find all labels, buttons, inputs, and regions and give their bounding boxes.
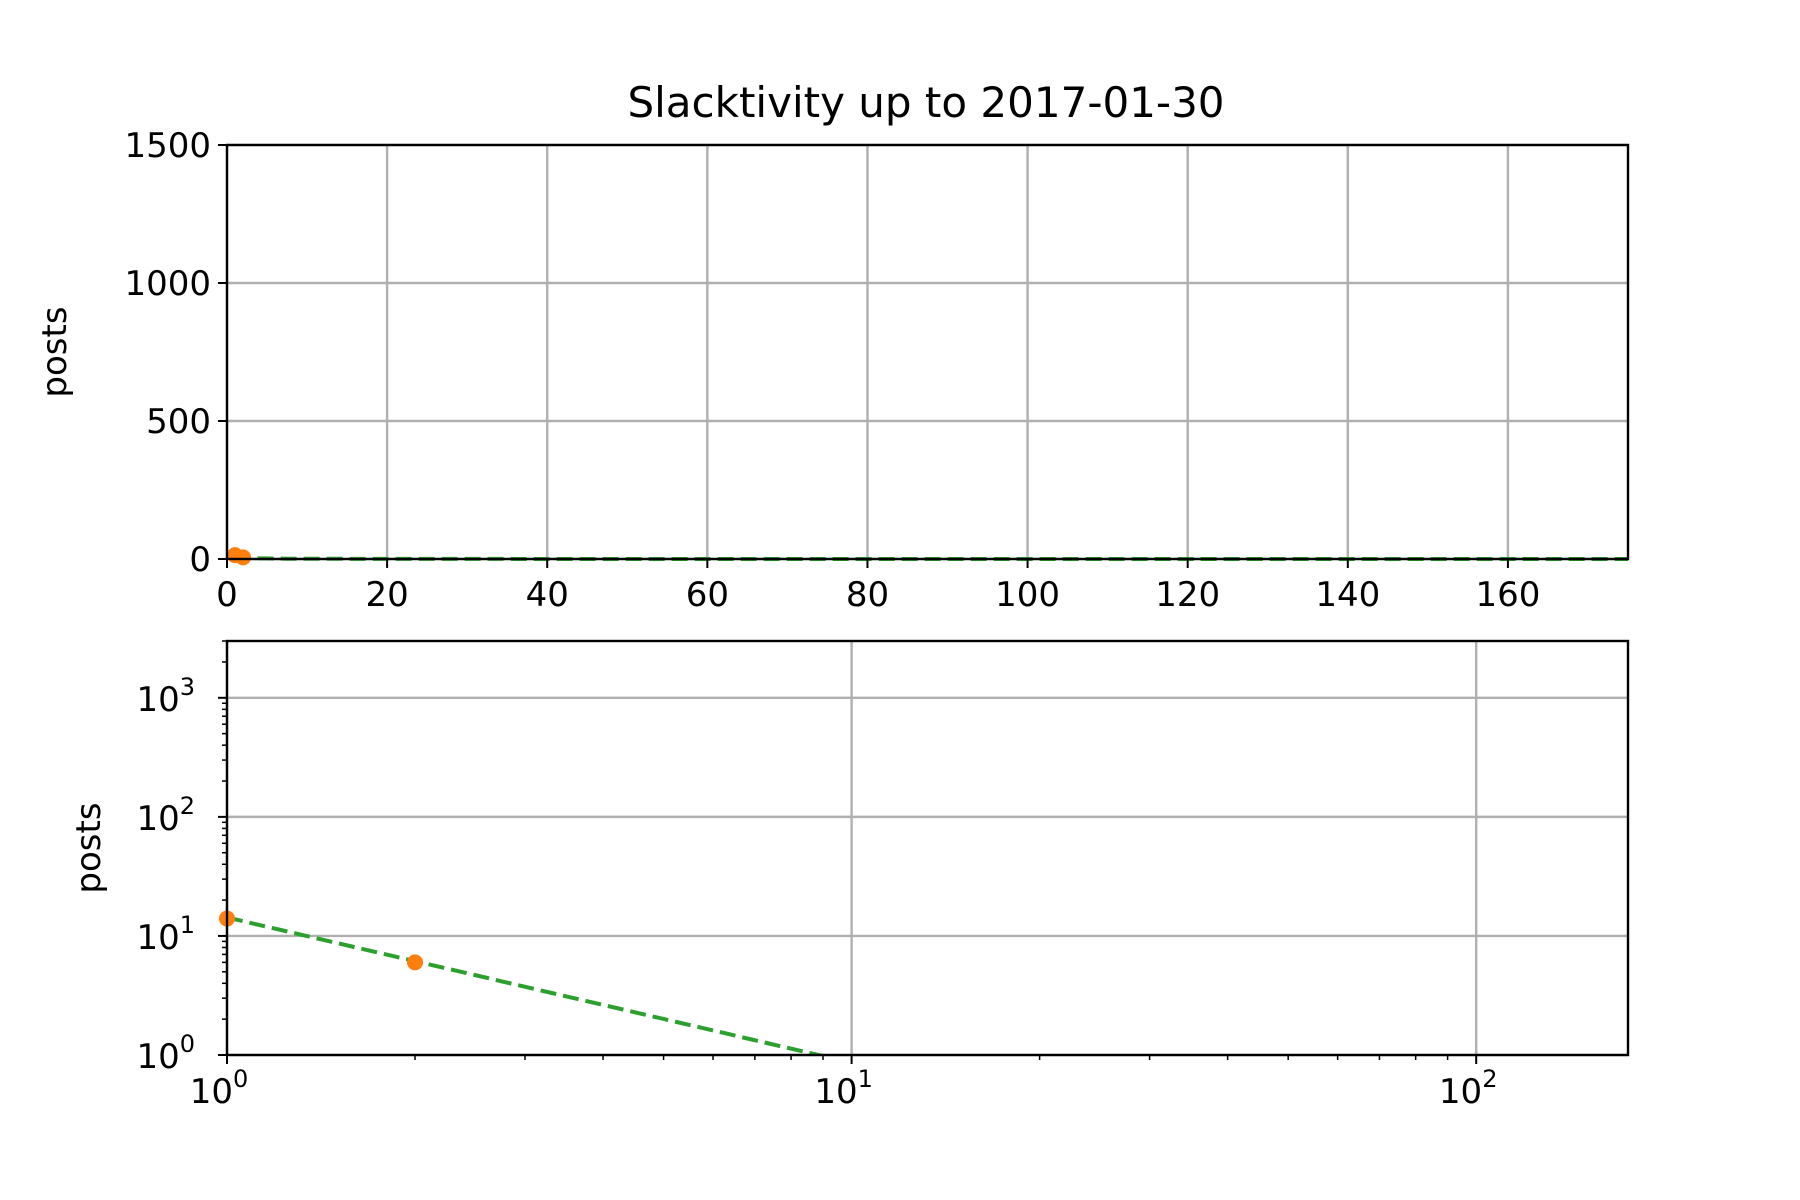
y-tick-label: 102 [136, 792, 195, 839]
x-tick-label: 100 [190, 1065, 249, 1112]
chart-title: Slacktivity up to 2017-01-30 [627, 78, 1224, 127]
y-axis-label: posts [35, 306, 75, 397]
y-tick-label: 1500 [124, 126, 211, 166]
x-tick-label: 0 [216, 575, 238, 615]
x-tick-label: 120 [1155, 575, 1220, 615]
axes-frame [225, 639, 1630, 1057]
bottom-loglog-plot: 100 101 102 100 101 102 103 posts [69, 639, 1630, 1112]
fit-line [227, 915, 828, 1055]
x-tick-label: 20 [365, 575, 408, 615]
x-tick-label: 40 [526, 575, 569, 615]
data-point [407, 954, 424, 971]
top-linear-plot: 0 20 40 60 80 100 120 140 160 0 500 1000 1500 posts [35, 126, 1630, 615]
x-tick-label: 100 [995, 575, 1060, 615]
axes-frame [225, 143, 1630, 561]
y-tick-label: 1000 [124, 264, 211, 304]
y-tick-label: 0 [189, 540, 211, 580]
x-tick-label: 160 [1475, 575, 1540, 615]
y-axis-label: posts [69, 802, 109, 893]
y-tick-label: 101 [136, 911, 195, 958]
x-tick-label: 140 [1315, 575, 1380, 615]
x-tick-label: 102 [1439, 1065, 1498, 1112]
x-tick-label: 101 [814, 1065, 873, 1112]
x-tick-label: 60 [686, 575, 729, 615]
y-tick-label: 500 [146, 402, 211, 442]
data-point [235, 549, 252, 566]
y-tick-label: 103 [136, 673, 195, 720]
y-tick-label: 100 [136, 1030, 195, 1077]
x-tick-label: 80 [846, 575, 889, 615]
